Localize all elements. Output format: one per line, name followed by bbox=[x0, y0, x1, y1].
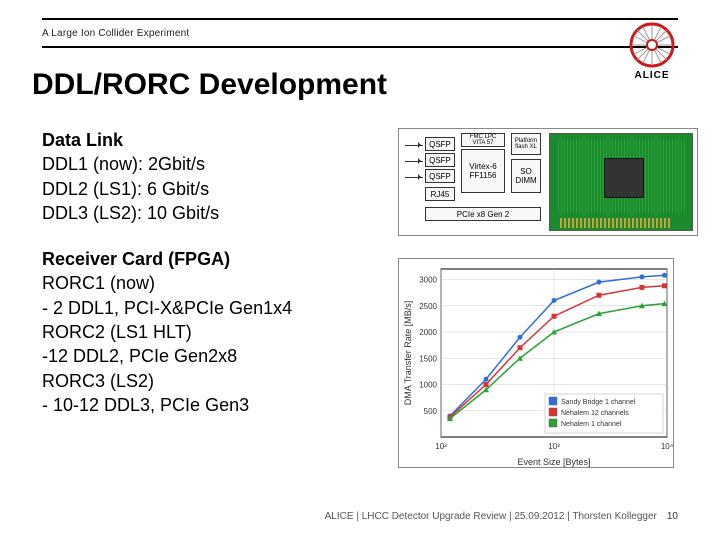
board-box-fpga: Virtex-6 FF1156 bbox=[461, 149, 505, 193]
pcb-photo bbox=[549, 133, 693, 231]
svg-text:DMA Transfer Rate [MB/s]: DMA Transfer Rate [MB/s] bbox=[403, 301, 413, 406]
svg-text:500: 500 bbox=[424, 407, 438, 416]
board-box-qsfp: QSFP bbox=[425, 137, 455, 151]
board-box-qsfp: QSFP bbox=[425, 153, 455, 167]
alice-logo-label: ALICE bbox=[635, 70, 670, 81]
receiver-line: RORC3 (LS2) bbox=[42, 369, 402, 393]
board-bus-label: PCIe x8 Gen 2 bbox=[425, 207, 541, 221]
header-subline: A Large Ion Collider Experiment bbox=[42, 28, 189, 39]
datalink-block: Data Link DDL1 (now): 2Gbit/s DDL2 (LS1)… bbox=[42, 128, 402, 225]
svg-text:10⁴: 10⁴ bbox=[661, 442, 674, 451]
svg-text:1500: 1500 bbox=[419, 354, 437, 363]
alice-logo: ALICE bbox=[626, 22, 678, 86]
footer-text: ALICE | LHCC Detector Upgrade Review | 2… bbox=[325, 511, 657, 522]
board-box-fmc: FMC LPC VITA 57 bbox=[461, 133, 505, 147]
board-diagram: QSFP QSFP QSFP RJ45 Virtex-6 FF1156 FMC … bbox=[398, 128, 698, 236]
receiver-line: RORC1 (now) bbox=[42, 271, 402, 295]
svg-text:Sandy Bridge 1 channel: Sandy Bridge 1 channel bbox=[561, 399, 636, 406]
page-number: 10 bbox=[667, 511, 678, 522]
arrow-icon bbox=[405, 145, 423, 146]
datalink-line: DDL3 (LS2): 10 Gbit/s bbox=[42, 201, 402, 225]
svg-text:Nehalem 12 channels: Nehalem 12 channels bbox=[561, 410, 629, 417]
footer: ALICE | LHCC Detector Upgrade Review | 2… bbox=[325, 511, 678, 522]
header-rule-bottom bbox=[42, 46, 678, 48]
receiver-line: - 2 DDL1, PCI-X&PCIe Gen1x4 bbox=[42, 296, 402, 320]
body-text: Data Link DDL1 (now): 2Gbit/s DDL2 (LS1)… bbox=[42, 128, 402, 439]
chart-svg: 500 1000 1500 2000 2500 3000 10² 10³ 10⁴ Event Si… bbox=[399, 259, 675, 469]
board-box-qsfp: QSFP bbox=[425, 169, 455, 183]
slide-title: DDL/RORC Development bbox=[32, 68, 387, 102]
svg-text:Event Size [Bytes]: Event Size [Bytes] bbox=[517, 457, 590, 467]
svg-text:Nehalem 1 channel: Nehalem 1 channel bbox=[561, 421, 622, 428]
svg-text:2000: 2000 bbox=[419, 328, 437, 337]
pcb-edge-connector bbox=[560, 218, 670, 228]
svg-text:2500: 2500 bbox=[419, 302, 437, 311]
svg-text:10³: 10³ bbox=[548, 442, 560, 451]
alice-logo-icon bbox=[629, 22, 675, 68]
header-rule-top bbox=[42, 18, 678, 20]
receiver-line: -12 DDL2, PCIe Gen2x8 bbox=[42, 344, 402, 368]
datalink-head: Data Link bbox=[42, 128, 402, 152]
datalink-line: DDL2 (LS1): 6 Gbit/s bbox=[42, 177, 402, 201]
svg-text:3000: 3000 bbox=[419, 276, 437, 285]
pcb-chip bbox=[604, 158, 644, 198]
receiver-line: RORC2 (LS1 HLT) bbox=[42, 320, 402, 344]
receiver-line: - 10-12 DDL3, PCIe Gen3 bbox=[42, 393, 402, 417]
arrow-icon bbox=[405, 161, 423, 162]
board-box-platform: Platform flash XL bbox=[511, 133, 541, 155]
board-box-sodimm: SO DIMM bbox=[511, 159, 541, 193]
slide: A Large Ion Collider Experiment ALICE DD… bbox=[0, 0, 720, 540]
svg-text:1000: 1000 bbox=[419, 381, 437, 390]
receiver-block: Receiver Card (FPGA) RORC1 (now) - 2 DDL… bbox=[42, 247, 402, 417]
svg-text:10²: 10² bbox=[435, 442, 447, 451]
board-box-rj45: RJ45 bbox=[425, 187, 455, 201]
datalink-line: DDL1 (now): 2Gbit/s bbox=[42, 152, 402, 176]
arrow-icon bbox=[405, 177, 423, 178]
transfer-rate-chart: 500 1000 1500 2000 2500 3000 10² 10³ 10⁴ Event Si… bbox=[398, 258, 674, 468]
receiver-head: Receiver Card (FPGA) bbox=[42, 247, 402, 271]
